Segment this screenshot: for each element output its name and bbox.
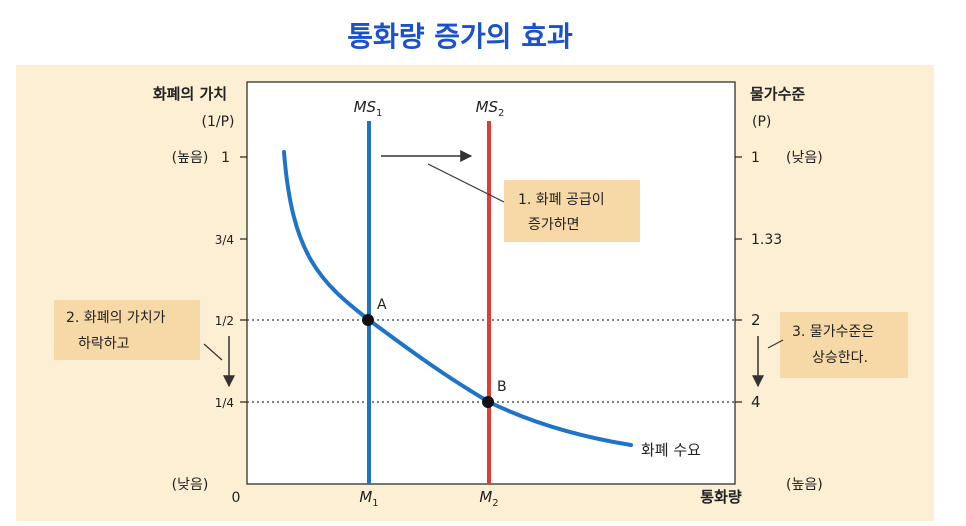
right-axis-label: 물가수준	[750, 85, 805, 103]
left-axis-unit: (1/P)	[202, 114, 235, 130]
callout-value-line1: 2. 화폐의 가치가	[66, 310, 166, 326]
right-tick-2: 2	[751, 311, 761, 329]
right-axis-unit: (P)	[752, 114, 771, 130]
equilibrium-point-a	[362, 314, 374, 326]
right-axis-ticks	[735, 156, 742, 403]
right-axis-high-note: (높음)	[786, 477, 823, 493]
page-title: 통화량 증가의 효과	[347, 20, 573, 53]
right-tick-4: 4	[751, 393, 761, 411]
left-tick-1: 1	[221, 150, 230, 166]
x-axis-label: 통화량	[700, 488, 742, 506]
callout-supply-increase	[504, 180, 640, 242]
ms2-label: MS2	[476, 98, 505, 119]
left-axis-low-note: (낮음)	[172, 477, 209, 493]
callout-value-line2: 하락하고	[78, 336, 130, 352]
callout-supply-line2: 증가하면	[528, 217, 580, 233]
callout-price-rises	[780, 312, 908, 378]
callout-supply-pointer	[427, 163, 515, 208]
left-tick-3-4: 3/4	[215, 233, 234, 247]
origin-label: 0	[232, 490, 241, 506]
m1-label: M1	[359, 488, 378, 509]
callout-value-falls	[54, 300, 200, 360]
callout-price-line2: 상승한다.	[812, 350, 868, 366]
left-axis-high-note: (높음)	[172, 150, 209, 166]
left-axis-ticks	[240, 156, 247, 403]
point-a-label: A	[377, 297, 387, 313]
right-tick-1-33: 1.33	[751, 232, 782, 248]
callout-price-pointer	[767, 339, 784, 349]
left-tick-1-4: 1/4	[215, 396, 234, 410]
ms1-label: MS1	[354, 98, 383, 119]
right-axis-low-note: (낮음)	[786, 150, 823, 166]
left-axis-label: 화폐의 가치	[153, 85, 227, 103]
equilibrium-point-b	[482, 396, 494, 408]
callout-supply-line1: 1. 화폐 공급이	[518, 192, 605, 208]
point-b-label: B	[497, 379, 507, 395]
callout-price-line1: 3. 물가수준은	[792, 324, 874, 340]
m2-label: M2	[479, 488, 498, 509]
money-demand-label: 화폐 수요	[641, 441, 701, 459]
callout-value-pointer	[203, 343, 223, 361]
money-demand-curve	[282, 150, 633, 447]
right-tick-1: 1	[751, 150, 760, 166]
left-tick-1-2: 1/2	[215, 314, 234, 328]
